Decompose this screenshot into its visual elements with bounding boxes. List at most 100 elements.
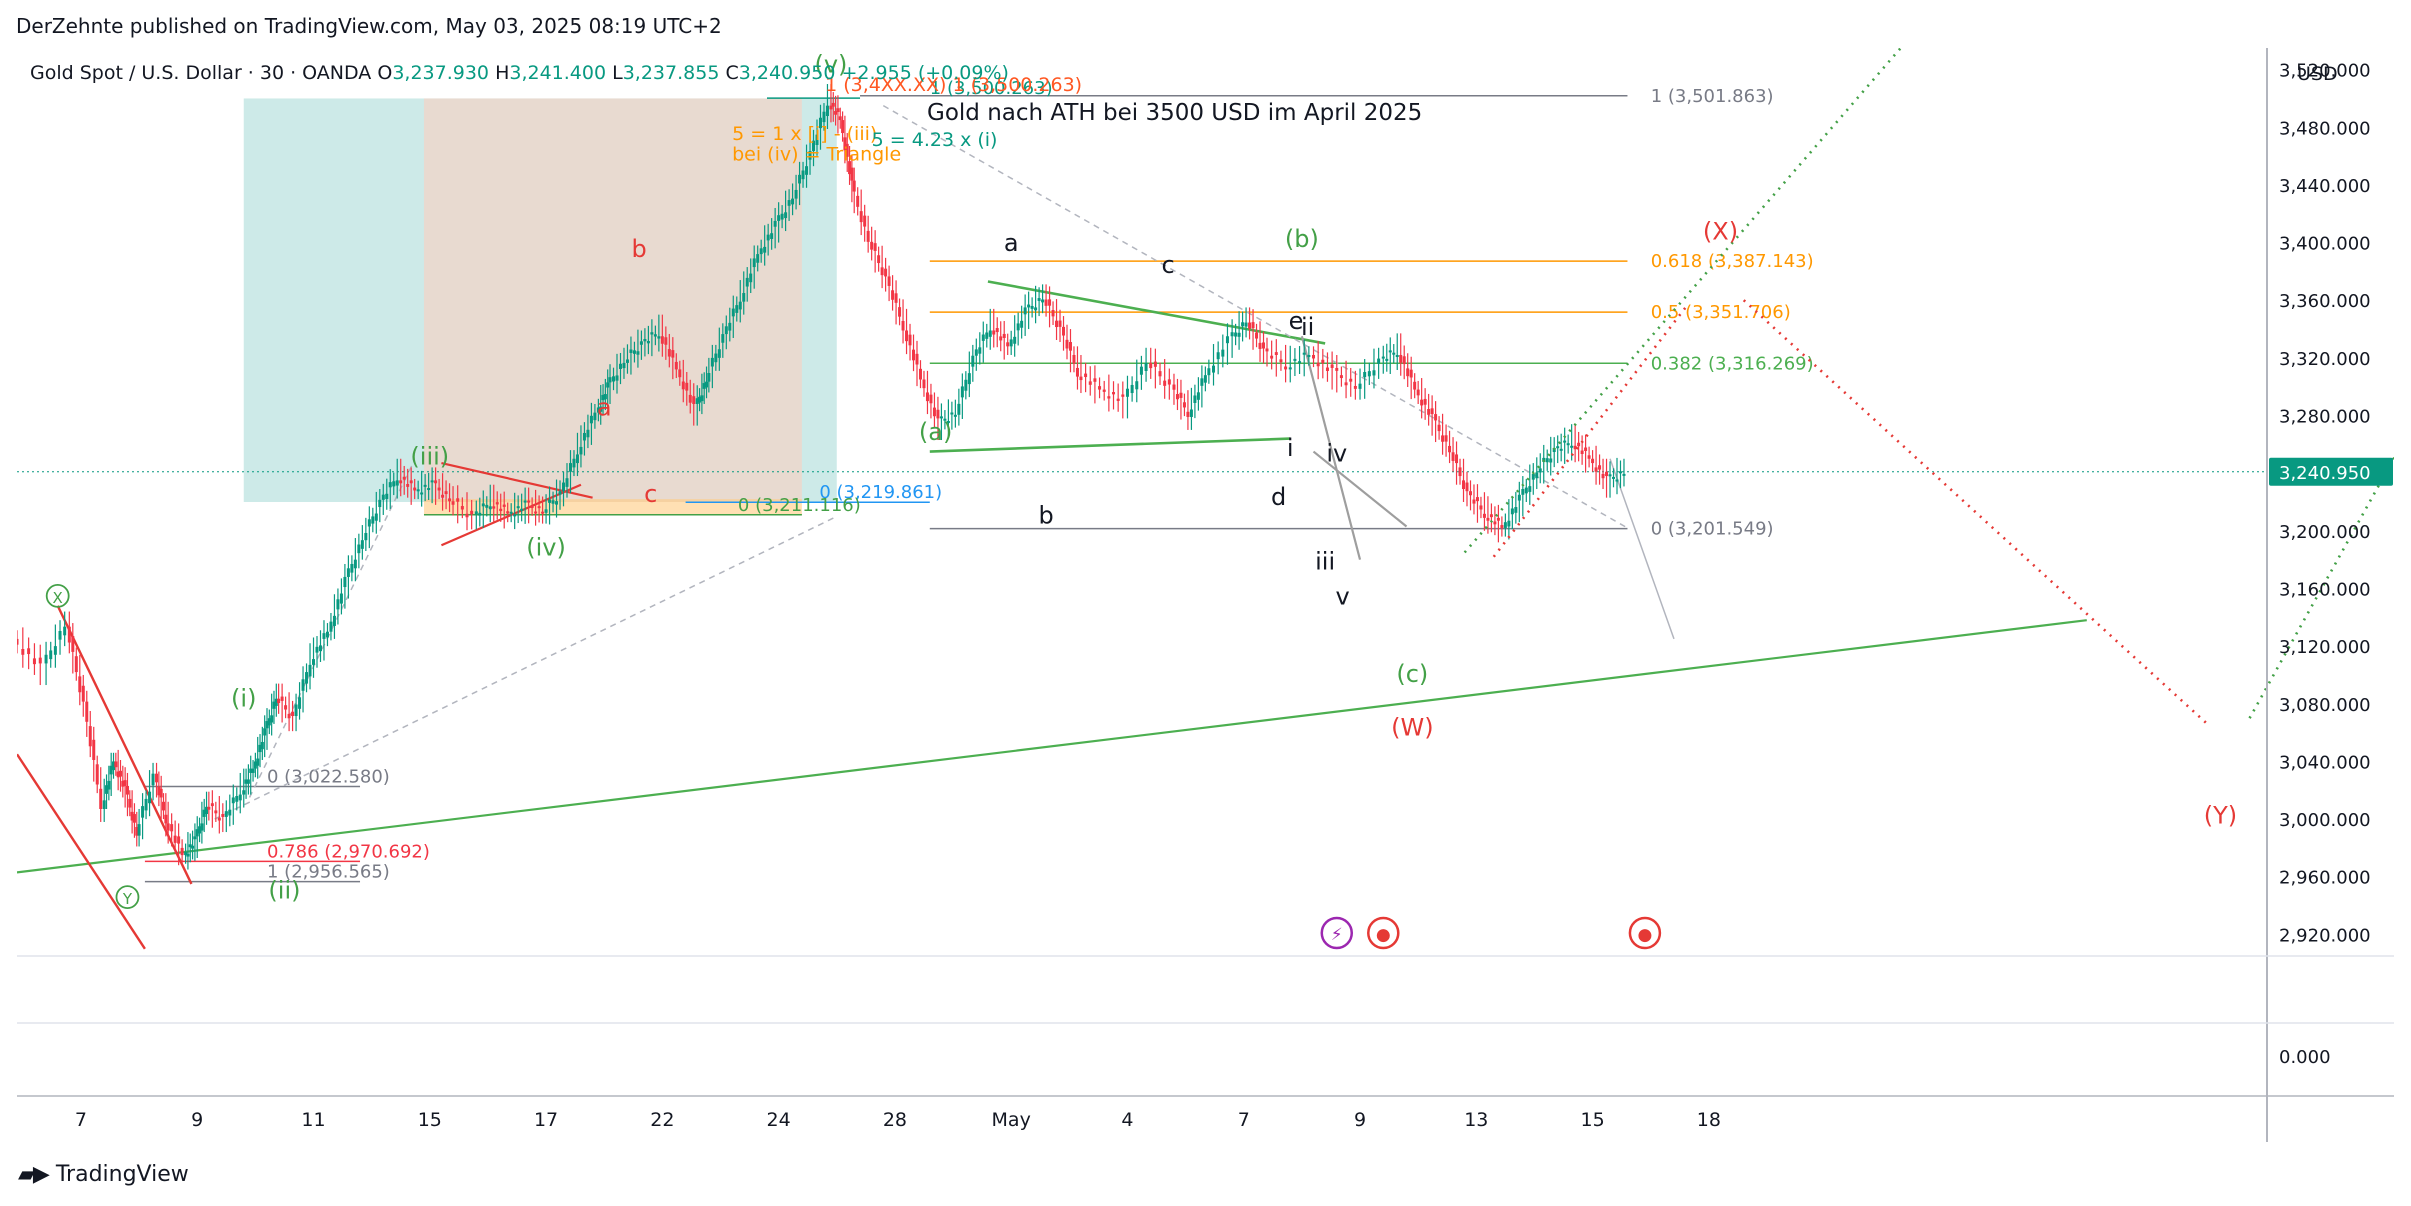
candle-body	[798, 174, 802, 184]
price-chart[interactable]: 1 (3,501.863) 0.618 (3,387.143) 0.5 (3,351…	[17, 48, 2394, 1142]
candle-body	[1172, 384, 1176, 390]
candle-body	[109, 765, 113, 775]
candle-body	[173, 835, 177, 843]
wave-label: bei (iv) = Triangle	[732, 143, 901, 165]
candle-body	[681, 381, 685, 390]
candle-body	[612, 376, 616, 382]
candle-body	[520, 508, 524, 511]
candle-body	[912, 349, 916, 361]
candle-body	[700, 395, 704, 402]
candle-body	[1622, 473, 1626, 476]
tradingview-logo[interactable]: ▰▶ TradingView	[18, 1162, 189, 1187]
candle-body	[646, 341, 650, 344]
wedge-grey-bottom	[1300, 335, 1362, 560]
candle-body	[537, 506, 541, 509]
candle-body	[1044, 299, 1048, 306]
candle-body	[44, 654, 48, 664]
candle-body	[674, 361, 678, 370]
candle-body	[27, 648, 31, 655]
candle-body	[137, 824, 141, 836]
candle-body	[622, 362, 626, 369]
candle-body	[548, 499, 552, 503]
fib-level-label: 0 (3,201.549)	[1651, 519, 1774, 540]
candle-body	[481, 503, 485, 507]
candle-body	[625, 359, 629, 363]
candle-body	[1615, 479, 1619, 482]
fib-level-label: 0 (3,219.861)	[819, 482, 942, 503]
candle-body	[1612, 476, 1616, 479]
candle-body	[1051, 310, 1055, 317]
candle-body	[1244, 322, 1248, 327]
long-trend-line	[17, 619, 2087, 874]
candle-body	[1455, 454, 1459, 464]
candle-body	[114, 761, 118, 768]
candle-body	[1399, 354, 1403, 363]
red-wedge-top	[17, 753, 146, 950]
candle-body	[516, 506, 520, 509]
candle-body	[1556, 446, 1560, 449]
candle-body	[1409, 369, 1413, 378]
currency-button[interactable]: USD	[2297, 63, 2338, 85]
candle-body	[336, 599, 340, 610]
candle-body	[406, 483, 410, 487]
candle-body	[964, 379, 968, 391]
candle-body	[1423, 398, 1427, 405]
candle-body	[815, 134, 819, 145]
candle-body	[1200, 378, 1204, 386]
candle-body	[1437, 424, 1441, 432]
candle-body	[1212, 365, 1216, 373]
candle-body	[21, 649, 25, 655]
candle-body	[1255, 332, 1259, 339]
wave-label: d	[1271, 483, 1286, 511]
candle-body	[971, 355, 975, 367]
candle-body	[562, 482, 566, 492]
candle-body	[705, 381, 709, 388]
candle-body	[939, 416, 943, 419]
candle-body	[568, 463, 572, 472]
candle-body	[1121, 394, 1125, 397]
event-us-flag-icon-glyph: ●	[1376, 925, 1391, 945]
candle-body	[1559, 448, 1563, 451]
candle-body	[1388, 350, 1392, 353]
candle-body	[1563, 440, 1567, 443]
candle-body	[166, 823, 170, 831]
candle-body	[738, 301, 742, 310]
candle-body	[214, 810, 218, 814]
fib-level-label: 1 (3,500.263)	[930, 78, 1053, 99]
candle-body	[402, 476, 406, 480]
candle-body	[159, 788, 163, 798]
candle-body	[434, 480, 438, 484]
candle-body	[1458, 467, 1462, 477]
candle-body	[544, 509, 548, 513]
y-tick-label: 3,120.000	[2279, 637, 2371, 658]
candle-body	[193, 836, 197, 840]
candle-body	[915, 353, 919, 365]
candle-body	[555, 501, 559, 505]
candle-body	[1006, 342, 1010, 347]
chart-area[interactable]: 1 (3,501.863) 0.618 (3,387.143) 0.5 (3,351…	[17, 48, 2394, 1142]
candle-body	[1186, 411, 1190, 417]
candle-body	[818, 117, 822, 129]
candle-body	[1493, 521, 1497, 525]
candle-body	[1321, 359, 1325, 364]
candle-body	[946, 421, 950, 424]
wave-circle-marker	[45, 583, 70, 608]
last-price-value: 3,240.950	[2279, 463, 2371, 484]
candle-body	[1605, 471, 1609, 477]
candle-body	[908, 334, 912, 346]
candle-body	[448, 498, 452, 502]
candle-body	[465, 513, 469, 518]
candle-body	[180, 847, 184, 856]
x-tick-label: 7	[75, 1109, 87, 1131]
candle-body	[936, 409, 940, 419]
candle-body	[1088, 381, 1092, 385]
fib-level-label: 0.618 (3,387.143)	[1651, 251, 1814, 272]
candle-body	[509, 511, 513, 514]
symbol-name[interactable]: Gold Spot / U.S. Dollar · 30 · OANDA	[30, 62, 372, 84]
candle-body	[128, 798, 132, 808]
candle-body	[420, 492, 424, 495]
wave-label: i	[1287, 434, 1294, 462]
candle-body	[1510, 508, 1514, 515]
publisher-header: DerZehnte published on TradingView.com, …	[16, 14, 722, 38]
candle-body	[85, 701, 89, 722]
